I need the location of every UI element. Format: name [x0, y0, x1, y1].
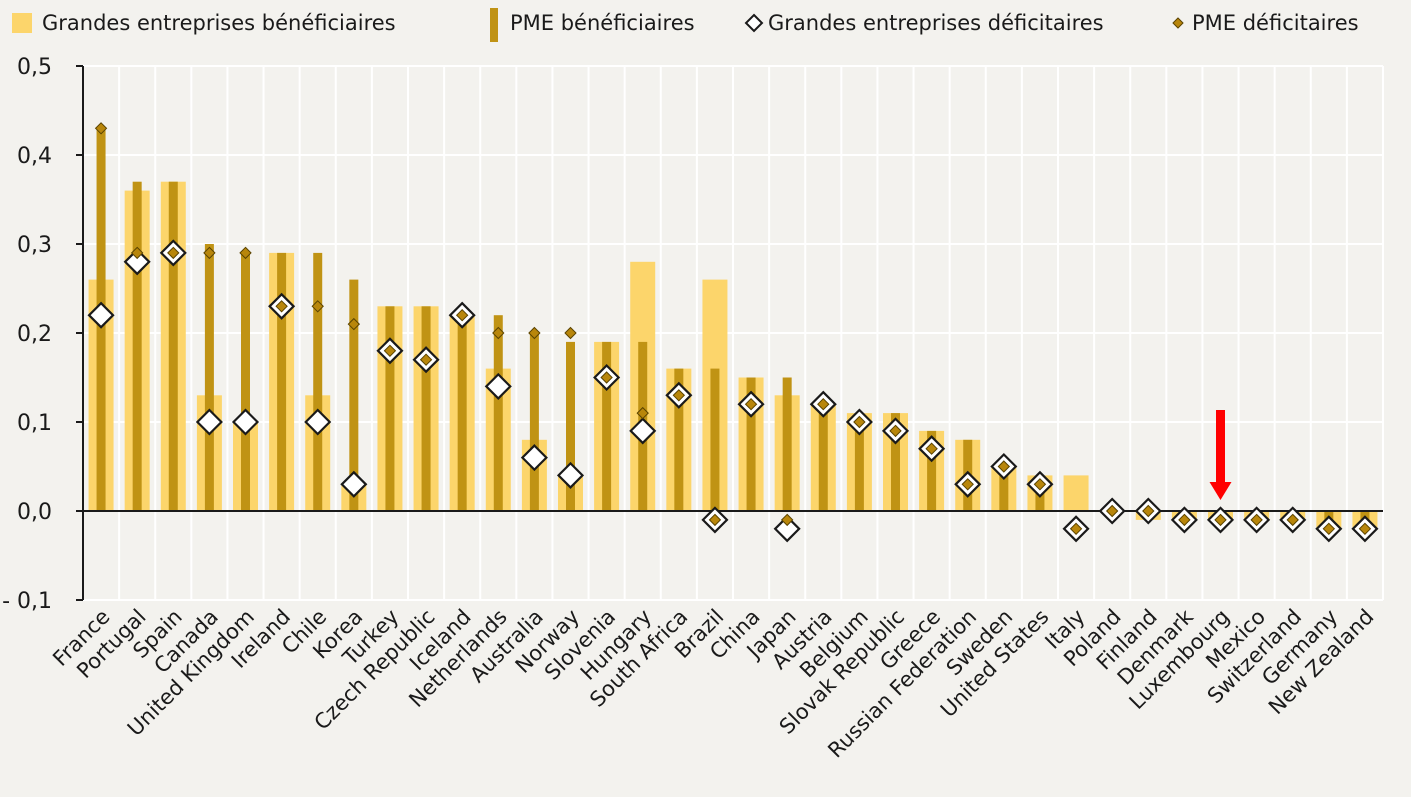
- bar-sme-profit-china: [746, 377, 756, 511]
- series-pme-deficitaires: [94, 122, 1372, 536]
- marker-sme-loss-new-zealand: [1358, 522, 1372, 536]
- legend-label: PME bénéficiaires: [510, 11, 695, 35]
- marker-sme-loss-belgium: [853, 415, 866, 429]
- marker-large-loss-france: [87, 301, 115, 329]
- legend-swatch: [744, 13, 764, 33]
- annotation-red-arrow: [1209, 410, 1232, 500]
- marker-large-loss-hungary: [629, 417, 657, 445]
- arrow-head: [1209, 482, 1232, 500]
- bar-sme-profit-chile: [313, 252, 323, 511]
- arrow-shaft: [1216, 410, 1225, 484]
- marker-large-loss-australia: [520, 444, 548, 472]
- y-tick-label: 0,5: [17, 55, 52, 80]
- marker-sme-loss-mexico: [1250, 513, 1263, 527]
- y-tick-label: 0,0: [17, 500, 52, 525]
- bar-sme-profit-czech-republic: [421, 306, 431, 511]
- marker-sme-loss-sweden: [997, 460, 1011, 473]
- bar-sme-profit-slovenia: [602, 341, 612, 511]
- marker-sme-loss-luxembourg: [1214, 513, 1227, 527]
- marker-large-loss-japan: [773, 515, 801, 543]
- marker-sme-loss-austria: [817, 397, 830, 411]
- marker-sme-loss-iceland: [455, 308, 469, 322]
- marker-sme-loss-slovak-republic: [889, 424, 902, 438]
- marker-sme-loss-chile: [311, 300, 324, 313]
- marker-sme-loss-france: [94, 122, 108, 135]
- marker-sme-loss-poland: [1105, 504, 1119, 518]
- marker-sme-loss-hungary: [636, 406, 649, 420]
- y-tick-label: 0,1: [17, 411, 52, 436]
- bar-sme-profit-ireland: [277, 252, 287, 511]
- marker-sme-loss-south-africa: [672, 389, 686, 402]
- y-tick-label: 0,2: [17, 322, 52, 347]
- bar-sme-profit-norway: [566, 341, 575, 511]
- legend: Grandes entreprises bénéficiaires PME bén…: [12, 8, 1359, 42]
- marker-sme-loss-canada: [203, 246, 216, 260]
- bar-sme-profit-canada: [204, 244, 214, 511]
- bar-sme-profit-belgium: [854, 413, 864, 511]
- marker-sme-loss-italy: [1069, 522, 1083, 536]
- y-tick-label: 0,4: [17, 144, 52, 169]
- marker-sme-loss-australia: [528, 326, 541, 340]
- y-tick-labels: 0,5 0,4 0,3 0,2 0,1 0,0 - 0,1: [2, 55, 83, 614]
- marker-large-loss-united-kingdom: [231, 408, 260, 436]
- marker-sme-loss-finland: [1142, 504, 1155, 518]
- bar-sme-profit-brazil: [710, 368, 720, 511]
- bar-sme-profit-japan: [782, 377, 792, 511]
- bar-sme-profit-netherlands: [493, 315, 503, 511]
- bar-sme-profit-austria: [818, 404, 828, 511]
- legend-swatch: [490, 8, 498, 42]
- marker-sme-loss-norway: [564, 326, 577, 340]
- marker-sme-loss-greece: [925, 442, 938, 455]
- marker-sme-loss-czech-republic: [419, 353, 433, 366]
- marker-sme-loss-china: [744, 397, 758, 411]
- y-tick-label: - 0,1: [2, 589, 52, 614]
- bar-sme-profit-turkey: [385, 306, 395, 511]
- marker-sme-loss-germany: [1322, 522, 1336, 536]
- bar-sme-profit-iceland: [457, 315, 467, 511]
- marker-sme-loss-brazil: [708, 513, 722, 527]
- legend-label: Grandes entreprises bénéficiaires: [42, 11, 396, 35]
- bar-sme-profit-slovak-republic: [891, 413, 900, 511]
- marker-sme-loss-united-kingdom: [239, 246, 252, 260]
- legend-label: PME déficitaires: [1192, 11, 1359, 35]
- marker-large-loss-portugal: [123, 248, 151, 276]
- marker-sme-loss-united-states: [1033, 478, 1047, 491]
- y-tick-label: 0,3: [17, 233, 52, 258]
- legend-label: Grandes entreprises déficitaires: [768, 11, 1104, 35]
- bar-sme-profit-australia: [529, 333, 539, 511]
- bar-sme-profit-sweden: [999, 466, 1009, 511]
- marker-large-loss-canada: [195, 408, 223, 436]
- bar-sme-profit-south-africa: [674, 368, 684, 511]
- marker-sme-loss-russian-federation: [961, 478, 974, 491]
- bar-sme-profit-greece: [927, 430, 937, 511]
- bar-sme-profit-korea: [349, 279, 359, 511]
- legend-swatch: [12, 13, 32, 33]
- legend-item-pme-deficitaires: PME déficitaires: [1172, 11, 1359, 35]
- bar-large-profit-italy: [1063, 475, 1089, 511]
- marker-sme-loss-switzerland: [1286, 513, 1299, 527]
- legend-item-grandes-entreprises-deficitaires: Grandes entreprises déficitaires: [744, 11, 1104, 35]
- marker-sme-loss-portugal: [130, 246, 144, 260]
- legend-item-pme-beneficiaires: PME bénéficiaires: [490, 8, 695, 42]
- legend-swatch: [1172, 17, 1184, 29]
- marker-sme-loss-turkey: [383, 344, 397, 358]
- marker-sme-loss-korea: [347, 317, 361, 331]
- marker-large-loss-chile: [304, 408, 332, 436]
- bar-sme-profit-spain: [168, 181, 178, 511]
- marker-sme-loss-slovenia: [600, 371, 613, 384]
- bar-sme-profit-united-kingdom: [241, 252, 250, 511]
- bar-sme-profit-portugal: [132, 181, 142, 511]
- legend-item-grandes-entreprises-beneficiaires: Grandes entreprises bénéficiaires: [12, 11, 396, 35]
- marker-sme-loss-japan: [780, 513, 794, 527]
- marker-sme-loss-ireland: [275, 300, 288, 313]
- marker-sme-loss-denmark: [1178, 513, 1191, 527]
- marker-large-loss-korea: [340, 470, 368, 498]
- marker-sme-loss-netherlands: [492, 326, 505, 340]
- marker-sme-loss-spain: [167, 246, 180, 260]
- marker-large-loss-netherlands: [484, 372, 512, 400]
- marker-large-loss-norway: [556, 461, 585, 489]
